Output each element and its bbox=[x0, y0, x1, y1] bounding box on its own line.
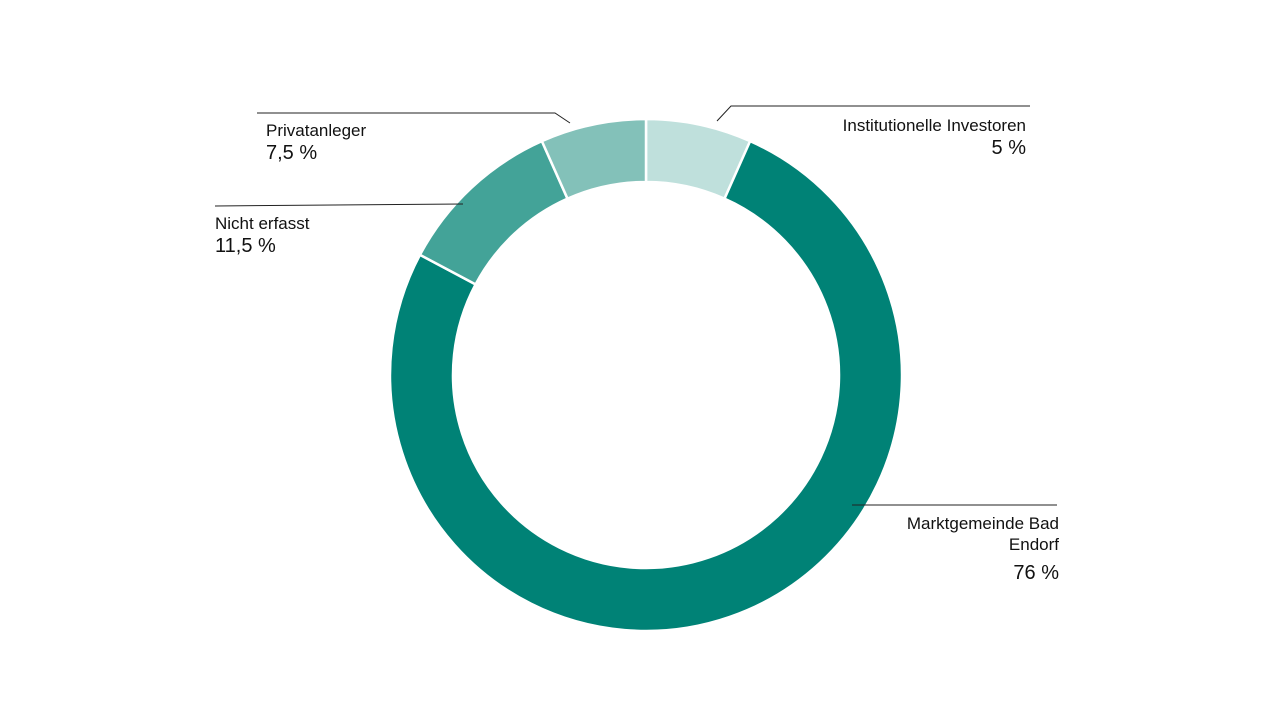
leader-lines bbox=[214, 105, 1057, 506]
label-privatanleger: Privatanleger 7,5 % bbox=[266, 120, 366, 165]
leader-line-privatanleger bbox=[257, 112, 571, 124]
leader-line-institutionelle bbox=[716, 105, 1030, 122]
label-institutionelle-investoren: Institutionelle Investoren 5 % bbox=[843, 115, 1026, 160]
donut-segments bbox=[388, 117, 904, 633]
label-name-line1: Marktgemeinde Bad bbox=[906, 514, 1059, 533]
label-value: 76 % bbox=[1013, 562, 1059, 584]
segment-marktgemeinde-bad-endorf bbox=[388, 139, 904, 633]
label-value: 7,5 % bbox=[266, 142, 318, 164]
leader-line-nicht-erfasst bbox=[214, 203, 464, 207]
label-name-line2: Endorf bbox=[1008, 535, 1059, 554]
label-name: Nicht erfasst bbox=[215, 214, 310, 233]
label-name: Privatanleger bbox=[266, 121, 367, 140]
segment-privatanleger bbox=[540, 117, 648, 201]
segment-nicht-erfasst bbox=[418, 139, 570, 287]
label-name: Institutionelle Investoren bbox=[842, 116, 1026, 135]
label-value: 5 % bbox=[991, 137, 1026, 159]
label-nicht-erfasst: Nicht erfasst 11,5 % bbox=[215, 213, 309, 258]
label-marktgemeinde-bad-endorf: Marktgemeinde Bad Endorf 76 % bbox=[907, 513, 1059, 585]
label-value: 11,5 % bbox=[215, 235, 276, 257]
